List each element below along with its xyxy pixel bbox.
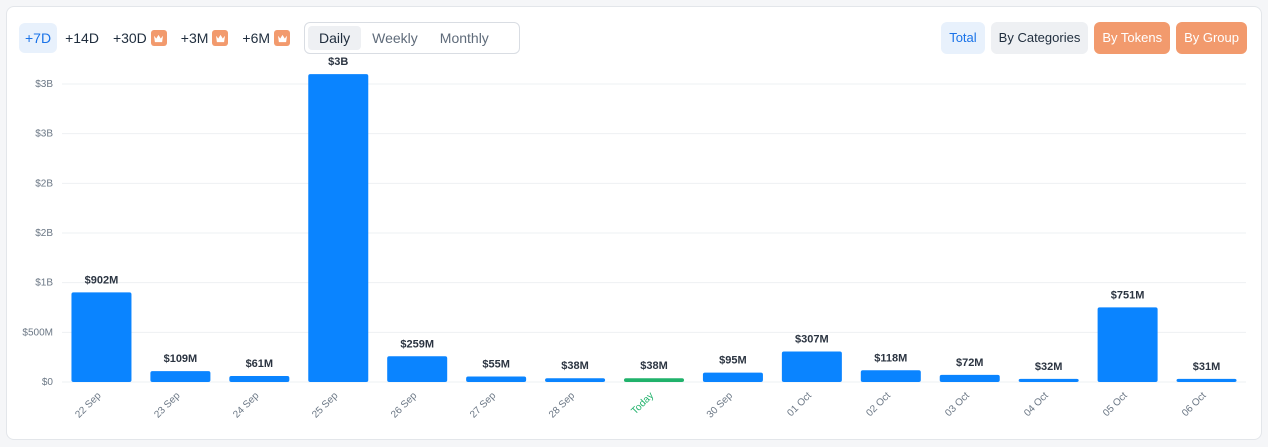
crown-icon bbox=[212, 30, 229, 46]
x-tick-label: 30 Sep bbox=[705, 390, 735, 420]
y-tick-label: $500M bbox=[22, 327, 53, 338]
bar[interactable] bbox=[150, 371, 211, 382]
x-tick-label: 22 Sep bbox=[73, 390, 103, 420]
bar[interactable] bbox=[1018, 378, 1079, 382]
x-tick-label: 06 Oct bbox=[1180, 390, 1209, 419]
range-tab-label: +7D bbox=[25, 30, 52, 46]
x-tick-label: 03 Oct bbox=[943, 390, 972, 419]
range-tab-label: +30D bbox=[112, 30, 147, 46]
data-label: $3B bbox=[328, 56, 348, 68]
x-tick-label: 04 Oct bbox=[1022, 390, 1051, 419]
bar[interactable] bbox=[1176, 378, 1237, 382]
range-tab-label: +14D bbox=[65, 30, 99, 46]
chart-grid bbox=[62, 83, 1246, 383]
data-label: $307M bbox=[795, 334, 829, 346]
y-tick-label: $2B bbox=[35, 228, 53, 239]
bars bbox=[71, 74, 1237, 383]
data-label: $31M bbox=[1193, 361, 1221, 373]
view-button-by-categories[interactable]: By Categories bbox=[990, 22, 1089, 54]
bar[interactable] bbox=[71, 292, 132, 382]
view-button-total[interactable]: Total bbox=[941, 22, 985, 54]
data-label: $38M bbox=[561, 360, 589, 372]
data-label: $72M bbox=[956, 357, 984, 369]
data-label: $109M bbox=[164, 353, 198, 365]
data-label: $259M bbox=[400, 338, 434, 350]
chart-card: +7D +14D +30D +3M +6M Daily Weekly Monthly Tot… bbox=[6, 6, 1262, 440]
x-tick-label: 24 Sep bbox=[231, 390, 261, 420]
bar[interactable] bbox=[702, 372, 763, 382]
y-tick-label: $3B bbox=[35, 79, 53, 90]
range-tab[interactable]: +3M bbox=[175, 23, 235, 53]
range-tab[interactable]: +6M bbox=[236, 23, 296, 53]
period-toggle: Daily Weekly Monthly bbox=[304, 22, 520, 54]
data-label: $95M bbox=[719, 355, 747, 367]
x-tick-label: 01 Oct bbox=[785, 390, 814, 419]
data-label: $902M bbox=[85, 274, 119, 286]
x-tick-label: 23 Sep bbox=[152, 390, 182, 420]
bar[interactable] bbox=[229, 375, 290, 382]
bar[interactable] bbox=[545, 378, 606, 382]
data-label: $38M bbox=[640, 360, 668, 372]
view-mode-buttons: Total By Categories By Tokens By Group bbox=[935, 22, 1247, 54]
bar[interactable] bbox=[860, 370, 921, 382]
bar[interactable] bbox=[781, 351, 842, 382]
range-tab-label: +3M bbox=[180, 30, 209, 46]
view-button-by-group[interactable]: By Group bbox=[1176, 22, 1247, 54]
x-axis: 22 Sep 23 Sep 24 Sep 25 Sep 26 Sep 27 Sep 28 S… bbox=[73, 390, 1208, 420]
y-tick-label: $2B bbox=[35, 178, 53, 189]
period-tab-daily[interactable]: Daily bbox=[308, 26, 362, 50]
y-tick-label: $0 bbox=[42, 377, 54, 388]
data-label: $118M bbox=[874, 352, 907, 364]
x-tick-label: 02 Oct bbox=[864, 390, 893, 419]
period-tab-monthly[interactable]: Monthly bbox=[439, 30, 489, 46]
y-axis: $0 $500M $1B $2B $2B $3B $3B bbox=[22, 79, 53, 388]
data-label: $55M bbox=[482, 359, 510, 371]
x-tick-label: 25 Sep bbox=[310, 390, 340, 420]
x-tick-label: 28 Sep bbox=[547, 390, 577, 420]
range-tabs: +7D +14D +30D +3M +6M bbox=[19, 23, 298, 53]
period-tab-weekly[interactable]: Weekly bbox=[372, 30, 418, 46]
y-tick-label: $1B bbox=[35, 278, 53, 289]
y-tick-label: $3B bbox=[35, 129, 53, 140]
x-tick-label: Today bbox=[629, 390, 656, 417]
x-tick-label: 27 Sep bbox=[468, 390, 498, 420]
view-button-by-tokens[interactable]: By Tokens bbox=[1094, 22, 1171, 54]
x-tick-label: 26 Sep bbox=[389, 390, 419, 420]
bar[interactable] bbox=[466, 376, 527, 382]
bar[interactable] bbox=[1097, 307, 1158, 382]
x-tick-label: 05 Oct bbox=[1101, 390, 1130, 419]
data-labels: $902M $109M $61M $3B $259M $55M $38M $38M $95M $3… bbox=[85, 56, 1221, 373]
data-label: $61M bbox=[246, 358, 274, 370]
range-tab[interactable]: +14D bbox=[59, 23, 105, 53]
range-tab-label: +6M bbox=[242, 30, 271, 46]
data-label: $32M bbox=[1035, 361, 1063, 373]
bar[interactable] bbox=[939, 374, 1000, 382]
range-tab[interactable]: +7D bbox=[19, 23, 58, 53]
crown-icon bbox=[274, 30, 291, 46]
range-tab[interactable]: +30D bbox=[107, 23, 173, 53]
data-label: $751M bbox=[1111, 289, 1145, 301]
bar[interactable] bbox=[308, 74, 369, 383]
bar[interactable] bbox=[624, 378, 684, 382]
bar[interactable] bbox=[387, 356, 448, 382]
crown-icon bbox=[150, 30, 167, 46]
